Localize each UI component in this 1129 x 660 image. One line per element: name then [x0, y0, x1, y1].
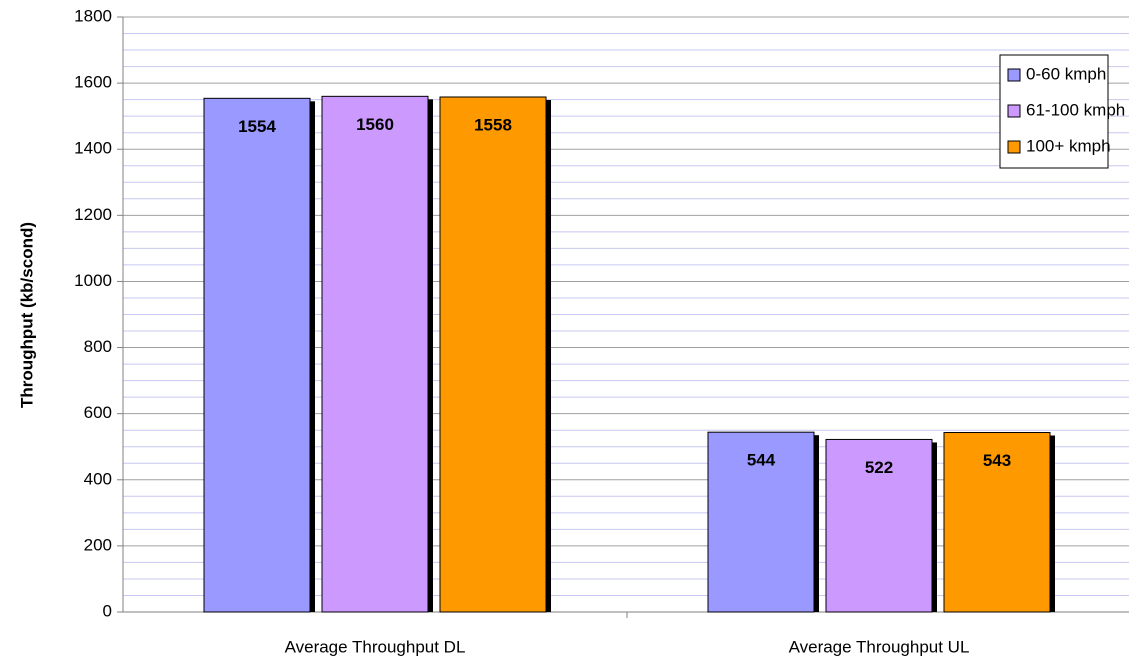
- legend-label: 61-100 kmph: [1026, 100, 1125, 119]
- bar: [439, 96, 547, 613]
- y-tick-label: 1600: [74, 73, 112, 92]
- value-label: 1558: [474, 115, 512, 134]
- y-tick-label: 800: [84, 337, 112, 356]
- bar: [321, 95, 429, 613]
- y-tick-label: 1400: [74, 139, 112, 158]
- value-label: 522: [865, 458, 893, 477]
- y-tick-label: 1000: [74, 271, 112, 290]
- legend-swatch: [1007, 140, 1021, 154]
- legend-label: 0-60 kmph: [1026, 64, 1106, 83]
- value-label: 1560: [356, 115, 394, 134]
- value-label: 543: [983, 451, 1011, 470]
- y-tick-label: 1800: [74, 6, 112, 25]
- x-tick-label: Average Throughput UL: [789, 637, 970, 656]
- value-label: 1554: [238, 117, 276, 136]
- x-tick-label: Average Throughput DL: [285, 637, 466, 656]
- y-tick-label: 200: [84, 535, 112, 554]
- y-tick-label: 400: [84, 469, 112, 488]
- legend-swatch: [1007, 104, 1021, 118]
- bar: [203, 97, 311, 613]
- bar: [943, 432, 1051, 613]
- bar: [825, 438, 933, 613]
- value-label: 544: [747, 451, 776, 470]
- y-axis-label: Throughput (kb/scond): [17, 222, 36, 408]
- legend-label: 100+ kmph: [1026, 136, 1111, 155]
- y-tick-label: 0: [103, 601, 112, 620]
- legend-swatch: [1007, 68, 1021, 82]
- bar: [707, 431, 815, 613]
- y-tick-label: 1200: [74, 205, 112, 224]
- y-tick-label: 600: [84, 403, 112, 422]
